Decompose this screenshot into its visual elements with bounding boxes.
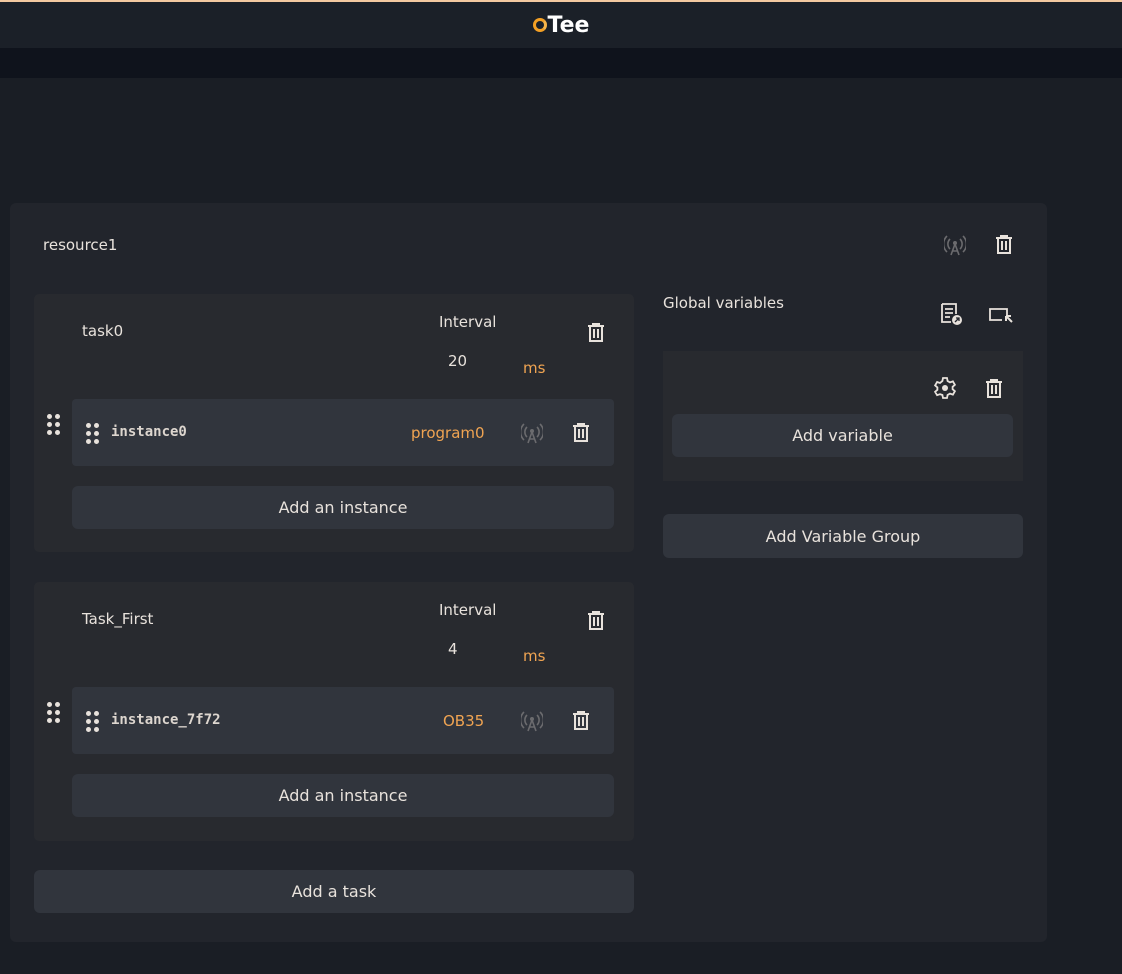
instance-name[interactable]: instance0 xyxy=(111,424,187,440)
antenna-icon[interactable] xyxy=(520,421,544,445)
interval-input[interactable]: 20 xyxy=(448,352,468,370)
task-card: Task_First Interval 4 ms instance_7f72 O… xyxy=(34,582,634,841)
add-variable-group-button[interactable]: Add Variable Group xyxy=(663,514,1023,558)
header: Tee xyxy=(0,2,1122,48)
logo: Tee xyxy=(532,12,590,38)
instance-row: instance_7f72 OB35 xyxy=(72,687,614,754)
interval-unit: ms xyxy=(523,647,546,665)
resource-card: resource1 task0 Interval 20 ms instance0… xyxy=(10,203,1047,942)
export-list-icon[interactable] xyxy=(938,301,964,327)
instance-program[interactable]: program0 xyxy=(411,424,485,442)
instance-program[interactable]: OB35 xyxy=(443,712,485,730)
delete-instance-trash-icon[interactable] xyxy=(569,708,593,732)
select-area-icon[interactable] xyxy=(986,301,1016,327)
add-instance-button[interactable]: Add an instance xyxy=(72,774,614,817)
instance-name[interactable]: instance_7f72 xyxy=(111,712,221,728)
logo-text: Tee xyxy=(547,12,590,38)
task-name[interactable]: task0 xyxy=(82,322,124,340)
add-variable-button[interactable]: Add variable xyxy=(672,414,1013,457)
task-drag-handle-icon[interactable] xyxy=(47,702,60,723)
antenna-icon[interactable] xyxy=(943,233,967,257)
variable-group: Add variable xyxy=(663,351,1023,481)
delete-instance-trash-icon[interactable] xyxy=(569,420,593,444)
antenna-icon[interactable] xyxy=(520,709,544,733)
delete-task-trash-icon[interactable] xyxy=(584,608,608,632)
delete-resource-trash-icon[interactable] xyxy=(992,232,1016,256)
task-name[interactable]: Task_First xyxy=(82,610,154,628)
top-accent-line xyxy=(0,0,1122,2)
interval-input[interactable]: 4 xyxy=(448,640,458,658)
instance-drag-handle-icon[interactable] xyxy=(86,711,99,732)
add-instance-button[interactable]: Add an instance xyxy=(72,486,614,529)
toolbar-band xyxy=(0,48,1122,78)
instance-drag-handle-icon[interactable] xyxy=(86,423,99,444)
interval-unit: ms xyxy=(523,359,546,377)
add-task-button[interactable]: Add a task xyxy=(34,870,634,913)
delete-group-trash-icon[interactable] xyxy=(981,375,1007,401)
resource-name: resource1 xyxy=(43,236,118,254)
instance-row: instance0 program0 xyxy=(72,399,614,466)
interval-label: Interval xyxy=(439,601,497,619)
task-card: task0 Interval 20 ms instance0 program0 … xyxy=(34,294,634,552)
global-variables-title: Global variables xyxy=(663,294,784,312)
interval-label: Interval xyxy=(439,313,497,331)
gear-icon[interactable] xyxy=(932,375,958,401)
delete-task-trash-icon[interactable] xyxy=(584,320,608,344)
logo-mark-icon xyxy=(532,18,547,32)
task-drag-handle-icon[interactable] xyxy=(47,414,60,435)
